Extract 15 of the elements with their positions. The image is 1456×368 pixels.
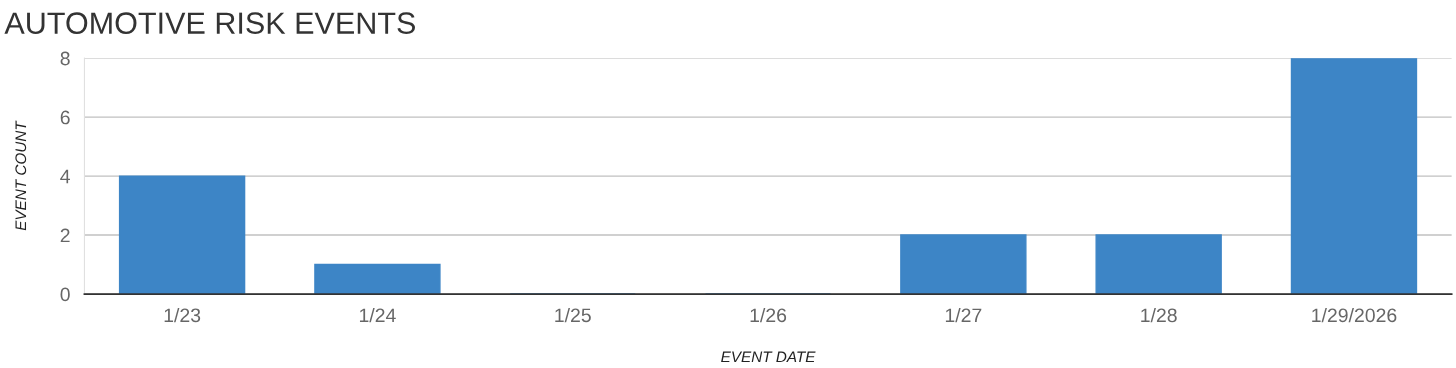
x-tick-label: 1/24 xyxy=(359,307,396,323)
x-tick-label: 1/29/2026 xyxy=(1312,307,1397,323)
x-axis-title: EVENT DATE xyxy=(721,351,816,363)
x-tick-label: 1/26 xyxy=(750,307,787,323)
x-tick-label: 1/27 xyxy=(945,307,982,323)
y-tick-label: 8 xyxy=(60,51,70,66)
y-tick-label: 2 xyxy=(60,228,70,243)
y-tick-label: 0 xyxy=(60,287,70,302)
x-tick-label: 1/23 xyxy=(164,307,201,323)
y-axis-title: EVENT COUNT xyxy=(15,120,27,231)
x-tick-label: 1/25 xyxy=(555,307,591,323)
x-tick-label: 1/28 xyxy=(1141,307,1177,323)
chart-title: AUTOMOTIVE RISK EVENTS xyxy=(4,12,415,34)
y-tick-label: 4 xyxy=(60,169,70,184)
y-tick-label: 6 xyxy=(60,110,70,125)
